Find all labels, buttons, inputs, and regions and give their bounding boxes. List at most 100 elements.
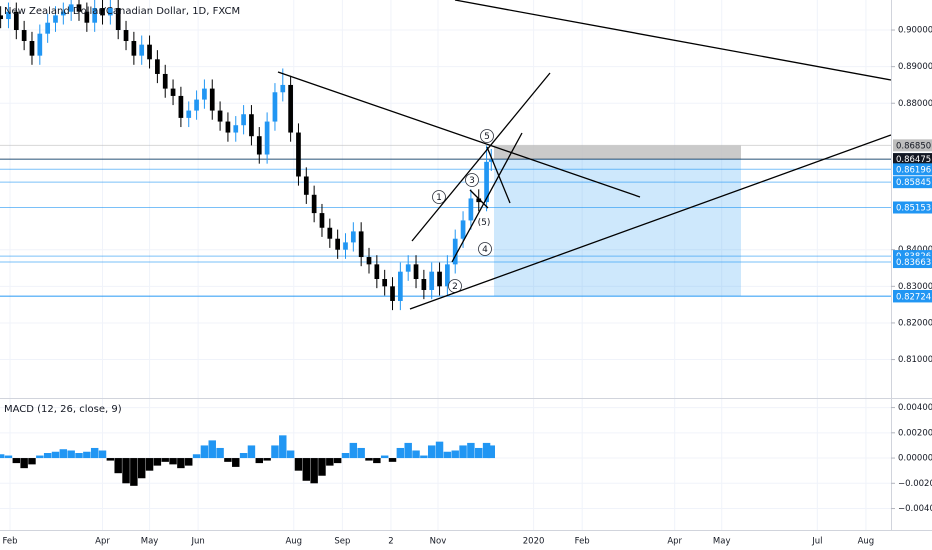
candle-body bbox=[162, 73, 168, 89]
price-label: 0.85845 bbox=[896, 178, 931, 188]
candle-body bbox=[421, 279, 427, 290]
candle-body bbox=[115, 8, 121, 31]
macd-bar bbox=[247, 445, 256, 459]
price-label: 0.86196 bbox=[896, 165, 931, 175]
candle-body bbox=[358, 231, 364, 258]
y-tick-label: 0.00400 bbox=[898, 403, 932, 413]
candle-body bbox=[76, 4, 82, 12]
macd-bar bbox=[224, 458, 232, 462]
macd-bar bbox=[310, 458, 318, 484]
macd-bar bbox=[28, 458, 36, 465]
candle-body bbox=[186, 110, 192, 118]
price-label-box bbox=[893, 153, 932, 166]
macd-bar bbox=[459, 445, 467, 459]
price-label: 0.83663 bbox=[896, 258, 931, 268]
y-tick-label: −0.00200 bbox=[898, 479, 932, 489]
candle-body bbox=[484, 161, 489, 203]
macd-bar bbox=[318, 458, 326, 476]
trend-line bbox=[486, 146, 511, 204]
x-tick-label: Jun bbox=[190, 537, 204, 547]
wave-label: 2 bbox=[452, 282, 458, 292]
wave-circle bbox=[465, 173, 479, 187]
macd-bar bbox=[12, 458, 21, 464]
candle-body bbox=[13, 11, 19, 31]
candle-body bbox=[398, 271, 403, 301]
macd-bar bbox=[20, 458, 28, 469]
candle-body bbox=[413, 264, 419, 280]
candle-body bbox=[382, 279, 388, 287]
wave-label: 3 bbox=[469, 176, 475, 186]
macd-bar bbox=[487, 445, 495, 459]
candle-body bbox=[155, 59, 160, 74]
x-tick-label: Apr bbox=[667, 537, 682, 547]
macd-bar bbox=[420, 455, 428, 459]
candle-body bbox=[390, 286, 395, 301]
macd-bar bbox=[137, 458, 146, 479]
candle-body bbox=[437, 271, 442, 287]
macd-bar bbox=[435, 441, 444, 459]
macd-bar bbox=[232, 458, 240, 467]
macd-bar bbox=[43, 453, 52, 459]
trend-line bbox=[451, 132, 523, 263]
candle-body bbox=[139, 44, 145, 56]
candle-body bbox=[296, 132, 301, 177]
price-label-box bbox=[893, 256, 932, 269]
macd-bar bbox=[380, 455, 389, 459]
macd-bar bbox=[169, 458, 177, 465]
macd-bar bbox=[75, 453, 83, 459]
macd-bar bbox=[404, 442, 412, 459]
macd-bar bbox=[451, 450, 459, 459]
y-tick-label: 0.88000 bbox=[898, 99, 932, 109]
wave-circle bbox=[478, 242, 492, 256]
macd-title: MACD (12, 26, close, 9) bbox=[4, 404, 122, 415]
macd-bar bbox=[106, 458, 115, 461]
x-tick-label: Aug bbox=[285, 537, 302, 547]
x-tick-label: Feb bbox=[3, 537, 18, 547]
macd-bar bbox=[59, 449, 68, 459]
macd-bar bbox=[51, 451, 60, 459]
macd-bar bbox=[255, 458, 263, 464]
macd-bar bbox=[216, 447, 224, 459]
macd-bar bbox=[333, 458, 342, 464]
candle-body bbox=[280, 84, 286, 93]
macd-bar bbox=[4, 455, 13, 459]
candle-body bbox=[233, 125, 239, 133]
trend-lines bbox=[277, 0, 892, 310]
macd-bar bbox=[208, 440, 216, 459]
candle-body bbox=[21, 30, 27, 42]
candle-body bbox=[468, 198, 474, 221]
macd-bar bbox=[475, 447, 483, 459]
stop-zone bbox=[494, 145, 741, 160]
marks: 1 2 3 4 5 (5) bbox=[0, 0, 495, 486]
price-label: 0.86850 bbox=[896, 141, 931, 151]
y-tick-label: −0.00400 bbox=[898, 504, 932, 514]
x-tick-label: Apr bbox=[95, 537, 110, 547]
macd-bar bbox=[467, 442, 475, 459]
macd-bar bbox=[192, 454, 201, 459]
macd-bar bbox=[326, 458, 334, 466]
candle-body bbox=[272, 92, 278, 122]
candle-body bbox=[350, 231, 356, 243]
macd-bar bbox=[239, 453, 248, 459]
macd-bar bbox=[294, 458, 303, 471]
macd-bar bbox=[412, 450, 420, 459]
x-tick-label: Jul bbox=[811, 537, 822, 547]
candle-body bbox=[476, 198, 482, 203]
candle-body bbox=[100, 8, 105, 16]
x-tick-label: Aug bbox=[858, 537, 875, 547]
candle-body bbox=[123, 30, 129, 42]
candle-body bbox=[202, 88, 207, 100]
target-zone bbox=[494, 159, 741, 296]
candle-body bbox=[241, 114, 246, 126]
candle-body bbox=[0, 15, 3, 20]
candle-body bbox=[264, 121, 270, 155]
candle-body bbox=[209, 88, 215, 111]
candle-body bbox=[6, 11, 11, 20]
macd-bar bbox=[443, 451, 452, 459]
axis-labels: Feb Apr May Jun Aug Sep 2 Nov 2020 Feb Apr May Jul Au… bbox=[3, 26, 932, 547]
macd-bar bbox=[286, 450, 295, 459]
wave-label: 1 bbox=[436, 193, 442, 203]
macd-bar bbox=[0, 454, 5, 459]
x-tick-label: Feb bbox=[575, 537, 590, 547]
